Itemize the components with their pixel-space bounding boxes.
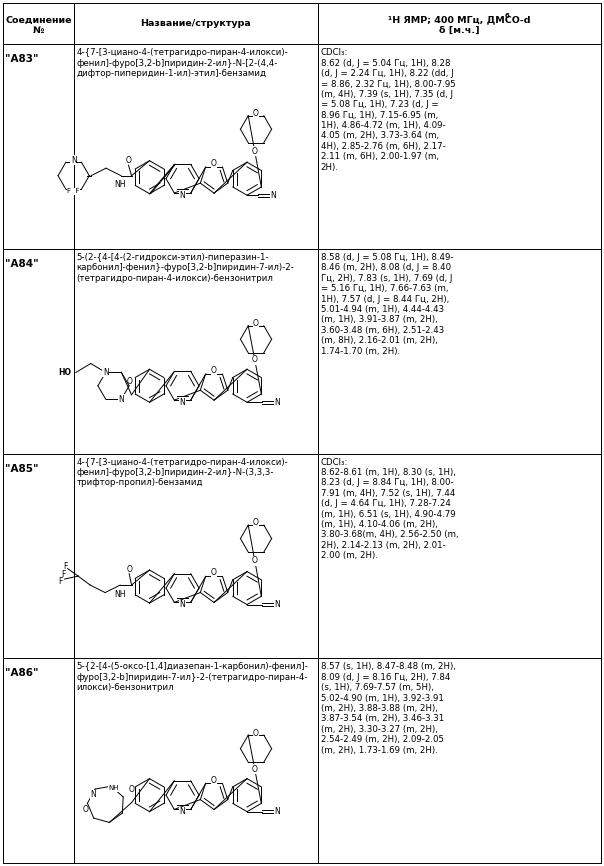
Text: 4-{7-[3-циано-4-(тетрагидро-пиран-4-илокси)-
фенил]-фуро[3,2-b]пиридин-2-ил}-N-[: 4-{7-[3-циано-4-(тетрагидро-пиран-4-илок… xyxy=(77,48,288,78)
Text: NH: NH xyxy=(114,180,125,189)
Text: N: N xyxy=(118,395,124,404)
Text: N: N xyxy=(274,807,280,816)
Text: N: N xyxy=(274,600,280,609)
Text: O: O xyxy=(253,728,259,738)
Text: O: O xyxy=(252,147,258,156)
Text: F: F xyxy=(59,577,63,585)
Text: O: O xyxy=(252,556,258,565)
Text: F: F xyxy=(61,570,65,579)
Text: N: N xyxy=(179,600,185,609)
Text: O: O xyxy=(252,355,258,365)
Text: 8.58 (d, J = 5.08 Гц, 1H), 8.49-
8.46 (m, 2H), 8.08 (d, J = 8.40
Гц, 2H), 7.83 (: 8.58 (d, J = 5.08 Гц, 1H), 8.49- 8.46 (m… xyxy=(321,253,453,356)
Text: Название/структура: Название/структура xyxy=(140,19,251,28)
Text: NH: NH xyxy=(108,785,119,792)
Text: NH: NH xyxy=(114,590,126,599)
Text: "A86": "A86" xyxy=(5,669,39,678)
Text: O: O xyxy=(126,565,132,574)
Text: 5-{2-[4-(5-оксо-[1,4]диазепан-1-карбонил)-фенил]-
фуро[3,2-b]пиридин-7-ил}-2-(те: 5-{2-[4-(5-оксо-[1,4]диазепан-1-карбонил… xyxy=(77,662,308,692)
Text: CDCl₃:
8.62-8.61 (m, 1H), 8.30 (s, 1H),
8.23 (d, J = 8.84 Гц, 1H), 8.00-
7.91 (m: CDCl₃: 8.62-8.61 (m, 1H), 8.30 (s, 1H), … xyxy=(321,457,458,560)
Text: O: O xyxy=(253,320,259,328)
Text: 6: 6 xyxy=(505,13,510,19)
Text: N: N xyxy=(179,191,185,200)
Text: O: O xyxy=(211,366,217,375)
Text: "A83": "A83" xyxy=(5,55,39,64)
Text: O: O xyxy=(211,159,217,168)
Text: O: O xyxy=(127,377,133,385)
Text: "A85": "A85" xyxy=(5,463,39,474)
Text: №: № xyxy=(33,26,44,35)
Text: O: O xyxy=(211,568,217,578)
Text: O: O xyxy=(126,156,132,165)
Text: CDCl₃:
8.62 (d, J = 5.04 Гц, 1H), 8.28
(d, J = 2.24 Гц, 1H), 8.22 (dd, J
= 8.86,: CDCl₃: 8.62 (d, J = 5.04 Гц, 1H), 8.28 (… xyxy=(321,48,455,171)
Text: F  F: F F xyxy=(68,188,80,194)
Text: N: N xyxy=(71,156,77,165)
Text: HO: HO xyxy=(58,368,71,377)
Text: N: N xyxy=(179,397,185,407)
Text: N: N xyxy=(90,791,96,799)
Text: 8.57 (s, 1H), 8.47-8.48 (m, 2H),
8.09 (d, J = 8.16 Гц, 2H), 7.84
(s, 1H), 7.69-7: 8.57 (s, 1H), 8.47-8.48 (m, 2H), 8.09 (d… xyxy=(321,662,455,754)
Text: 4-{7-[3-циано-4-(тетрагидро-пиран-4-илокси)-
фенил]-фуро[3,2-b]пиридин-2-ил}-N-(: 4-{7-[3-циано-4-(тетрагидро-пиран-4-илок… xyxy=(77,457,288,488)
Text: O: O xyxy=(211,776,217,785)
Text: 5-(2-{4-[4-(2-гидрокси-этил)-пиперазин-1-
карбонил]-фенил}-фуро[3,2-b]пиридин-7-: 5-(2-{4-[4-(2-гидрокси-этил)-пиперазин-1… xyxy=(77,253,294,283)
Text: O: O xyxy=(253,519,259,527)
Text: "A84": "A84" xyxy=(5,259,39,269)
Text: N: N xyxy=(179,807,185,816)
Text: O: O xyxy=(129,785,135,793)
Text: O: O xyxy=(252,765,258,773)
Text: O: O xyxy=(83,805,89,814)
Text: Соединение: Соединение xyxy=(5,16,71,24)
Text: O: O xyxy=(253,109,259,118)
Text: F: F xyxy=(63,562,68,571)
Text: ¹Н ЯМР; 400 МГц, ДМСО-d: ¹Н ЯМР; 400 МГц, ДМСО-d xyxy=(388,16,530,24)
Text: δ [м.ч.]: δ [м.ч.] xyxy=(439,26,480,35)
Text: N: N xyxy=(103,368,109,377)
Text: N: N xyxy=(274,397,280,407)
Text: N: N xyxy=(271,191,276,200)
